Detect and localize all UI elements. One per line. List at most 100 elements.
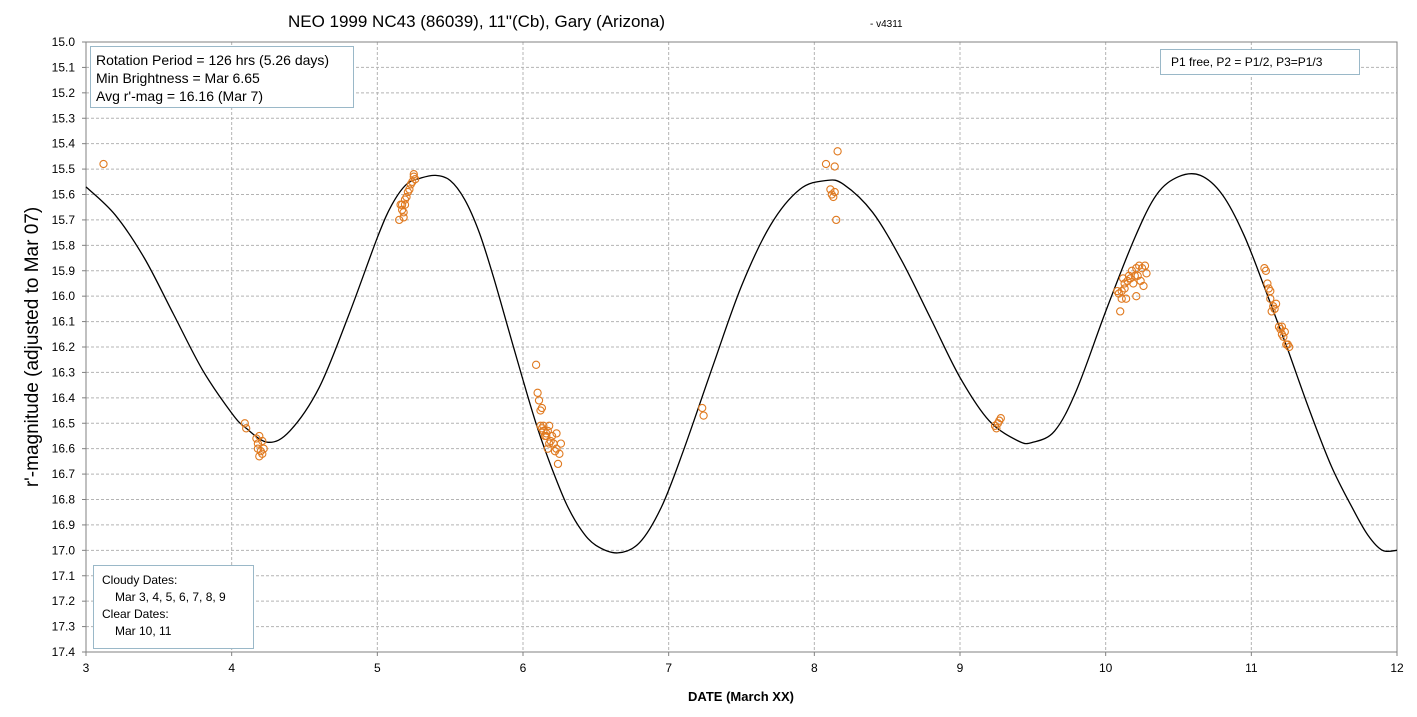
y-tick-label: 16.7 xyxy=(52,467,76,481)
y-tick-label: 16.0 xyxy=(52,289,76,303)
fit-params-text: P1 free, P2 = P1/2, P3=P1/3 xyxy=(1171,55,1323,69)
y-tick-label: 17.0 xyxy=(52,543,76,557)
x-tick-label: 8 xyxy=(811,661,818,675)
data-point xyxy=(542,431,551,441)
y-tick-label: 16.8 xyxy=(52,493,76,507)
x-tick-label: 12 xyxy=(1390,661,1404,675)
y-tick-label: 15.0 xyxy=(52,35,76,49)
data-point xyxy=(259,444,268,453)
data-point xyxy=(400,200,410,209)
y-tick-label: 15.1 xyxy=(52,60,76,74)
data-point xyxy=(826,185,835,194)
data-point xyxy=(1266,286,1275,296)
data-point xyxy=(1132,264,1141,273)
y-tick-label: 17.4 xyxy=(52,645,76,659)
data-point xyxy=(1120,279,1129,288)
y-tick-label: 15.6 xyxy=(52,188,76,202)
x-axis-label: DATE (March XX) xyxy=(688,689,794,704)
y-tick-label: 15.2 xyxy=(52,86,76,100)
y-tick-label: 16.9 xyxy=(52,518,76,532)
x-tick-label: 9 xyxy=(957,661,964,675)
data-point xyxy=(1132,292,1141,301)
fit-params-box: P1 free, P2 = P1/2, P3=P1/3 xyxy=(1160,49,1360,75)
data-point xyxy=(399,208,408,217)
grid xyxy=(85,41,1398,653)
data-point xyxy=(395,215,404,225)
data-point xyxy=(242,424,251,433)
y-tick-label: 15.8 xyxy=(52,238,76,252)
y-tick-label: 15.4 xyxy=(52,137,76,151)
data-point xyxy=(253,439,263,448)
y-tick-label: 16.3 xyxy=(52,365,76,379)
x-tick-label: 11 xyxy=(1245,661,1258,675)
data-point xyxy=(698,403,707,413)
y-tick-label: 15.3 xyxy=(52,111,76,125)
data-point xyxy=(553,459,563,469)
data-point xyxy=(405,185,414,194)
data-point xyxy=(258,449,267,458)
data-point xyxy=(1140,261,1150,270)
data-point xyxy=(240,419,249,428)
y-tick-label: 16.2 xyxy=(52,340,76,354)
data-point xyxy=(531,360,541,369)
x-axis-ticks: 3 4 5 6 7 8 9 10 11 12 xyxy=(83,652,1404,675)
y-tick-label: 15.7 xyxy=(52,213,76,227)
x-tick-label: 7 xyxy=(665,661,672,675)
data-point xyxy=(1277,330,1287,339)
cloudy-dates-values: Mar 3, 4, 5, 6, 7, 8, 9 xyxy=(115,590,226,604)
chart-version: - v4311 xyxy=(870,19,903,30)
y-tick-label: 17.3 xyxy=(52,620,76,634)
data-point xyxy=(555,449,564,458)
x-tick-label: 3 xyxy=(83,661,90,675)
fit-curve xyxy=(85,173,1398,554)
data-point xyxy=(1267,307,1276,316)
data-point xyxy=(992,424,1001,433)
x-tick-label: 5 xyxy=(374,661,381,675)
data-point xyxy=(1137,264,1147,273)
x-tick-label: 6 xyxy=(520,661,527,675)
data-point xyxy=(1130,271,1139,280)
data-point xyxy=(546,436,555,446)
info-box: Rotation Period = 126 hrs (5.26 days) Mi… xyxy=(90,46,354,108)
cloudy-dates-label: Cloudy Dates: xyxy=(102,573,178,587)
data-point xyxy=(556,439,566,448)
data-point xyxy=(539,421,548,430)
y-tick-label: 15.5 xyxy=(52,162,76,176)
clear-dates-values: Mar 10, 11 xyxy=(115,624,172,638)
data-point xyxy=(1271,299,1281,308)
min-brightness-text: Min Brightness = Mar 6.65 xyxy=(96,70,260,86)
data-point xyxy=(1263,279,1272,288)
data-point xyxy=(832,215,841,225)
data-point xyxy=(1121,294,1131,303)
data-point xyxy=(830,162,839,171)
data-point xyxy=(1266,294,1275,303)
data-point xyxy=(534,396,544,405)
dates-box: Cloudy Dates: Mar 3, 4, 5, 6, 7, 8, 9 Cl… xyxy=(93,565,254,649)
y-tick-label: 15.9 xyxy=(52,264,76,278)
data-point xyxy=(545,421,554,430)
data-point xyxy=(1285,342,1294,352)
clear-dates-label: Clear Dates: xyxy=(102,607,169,621)
y-tick-label: 16.6 xyxy=(52,442,76,456)
data-point xyxy=(993,419,1003,428)
avg-mag-text: Avg r'-mag = 16.16 (Mar 7) xyxy=(96,88,263,104)
rotation-period-text: Rotation Period = 126 hrs (5.26 days) xyxy=(96,52,330,68)
data-point xyxy=(1261,266,1271,275)
data-point xyxy=(1129,279,1138,288)
data-point xyxy=(552,429,561,438)
data-point xyxy=(399,213,408,222)
y-tick-label: 16.4 xyxy=(52,391,76,405)
data-point xyxy=(1116,307,1125,316)
data-point xyxy=(537,403,547,413)
data-point xyxy=(1139,281,1148,291)
y-axis-label: r'-magnitude (adjusted to Mar 07) xyxy=(22,207,43,487)
y-tick-label: 16.1 xyxy=(52,315,76,329)
y-tick-label: 16.5 xyxy=(52,416,76,430)
data-point xyxy=(543,444,552,453)
data-point xyxy=(1280,327,1289,336)
y-tick-label: 17.2 xyxy=(52,594,76,608)
chart-title: NEO 1999 NC43 (86039), 11"(Cb), Gary (Ar… xyxy=(288,12,665,31)
data-point xyxy=(543,426,552,436)
y-tick-label: 17.1 xyxy=(52,569,76,583)
